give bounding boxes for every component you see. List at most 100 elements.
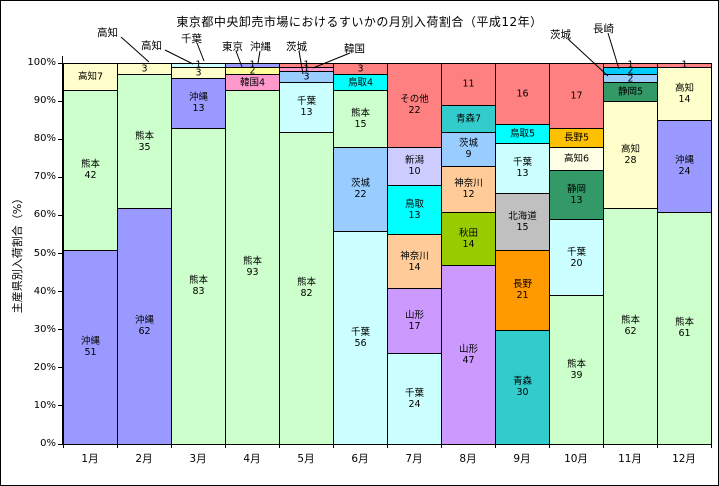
x-month-label: 4月 — [243, 453, 261, 465]
bar-segment-m12-3: 高知 14 — [657, 66, 712, 122]
bar-segment-m4-4: 1 — [225, 60, 280, 71]
y-tick-label: 40% — [33, 285, 56, 297]
bar-segment-m8-2: 秋田 14 — [441, 211, 496, 266]
bar-segment-m9-6: 16 — [495, 63, 550, 125]
y-tick-label: 70% — [33, 171, 56, 183]
bar-segment-label: 千葉 13 — [296, 96, 317, 119]
bar-segment-label: 16 — [516, 88, 529, 100]
bar-segment-m8-3: 神奈川 12 — [441, 165, 496, 213]
callout-label: 沖縄 — [250, 41, 271, 53]
x-tick-mark — [333, 444, 334, 448]
bar-segment-m12-1: 熊本 61 — [657, 211, 712, 445]
bar-segment-label: 鳥取 13 — [404, 199, 425, 222]
bar-segment-m1-1: 沖縄 51 — [63, 249, 118, 445]
bar-segment-m7-4: 鳥取 13 — [387, 184, 442, 236]
x-month-label: 3月 — [189, 453, 207, 465]
x-tick-mark — [171, 444, 172, 448]
bar-segment-label: 17 — [570, 90, 583, 102]
y-tick-mark — [58, 367, 63, 369]
x-month-label: 5月 — [297, 453, 315, 465]
bar-segment-m10-5: 長野5 — [549, 127, 604, 148]
y-tick-label: 100% — [27, 57, 56, 68]
y-tick-label: 30% — [33, 323, 56, 335]
bar-segment-label: 高知6 — [563, 153, 590, 165]
y-axis-line — [62, 56, 63, 445]
bar-segment-label: 青森7 — [455, 113, 482, 125]
bar-segment-m11-5: 2 — [603, 66, 658, 77]
bar-segment-m5-2: 千葉 13 — [279, 82, 334, 133]
bar-segment-m3-1: 熊本 83 — [171, 127, 226, 445]
bar-segment-m7-5: 新潟 10 — [387, 146, 442, 186]
y-tick-mark — [58, 62, 63, 64]
bar-segment-m10-1: 熊本 39 — [549, 295, 604, 445]
x-tick-mark — [657, 444, 658, 448]
y-tick-mark — [58, 100, 63, 102]
bar-segment-label: 韓国4 — [239, 77, 266, 89]
x-tick-mark — [387, 444, 388, 448]
x-month-label: 9月 — [513, 453, 531, 465]
bar-segment-m2-1: 沖縄 62 — [117, 207, 172, 445]
callout-label: 長崎 — [593, 23, 614, 35]
y-tick-mark — [58, 329, 63, 331]
bar-segment-label: 11 — [462, 78, 475, 90]
bar-segment-label: 神奈川 12 — [454, 178, 483, 201]
bar-segment-label: 鳥取4 — [347, 77, 374, 89]
callout-label: 茨城 — [286, 41, 307, 53]
bar-segment-m9-2: 長野 21 — [495, 249, 550, 331]
bar-segment-m12-2: 沖縄 24 — [657, 120, 712, 213]
bar-segment-label: 高知 28 — [620, 143, 641, 166]
x-month-label: 11月 — [618, 453, 642, 465]
bar-segment-label: 山形 17 — [404, 309, 425, 332]
bar-segment-label: 秋田 14 — [458, 227, 479, 250]
bar-segment-m3-4: 1 — [171, 60, 226, 71]
y-tick-label: 90% — [33, 95, 56, 107]
y-tick-label: 60% — [33, 209, 56, 221]
y-tick-label: 80% — [33, 133, 56, 145]
x-month-label: 10月 — [564, 453, 588, 465]
bar-segment-label: 鳥取5 — [509, 128, 536, 140]
bar-segment-m6-4: 鳥取4 — [333, 74, 388, 91]
bar-segment-label: 熊本 15 — [350, 107, 371, 130]
x-month-label: 12月 — [672, 453, 696, 465]
bar-segment-m6-2: 茨城 22 — [333, 146, 388, 232]
bar-segment-m11-3: 静岡5 — [603, 82, 658, 103]
y-tick-label: 10% — [33, 399, 56, 411]
bar-segment-label: 沖縄 24 — [674, 155, 695, 178]
bar-segment-m10-3: 静岡 13 — [549, 169, 604, 221]
bar-segment-m11-2: 高知 28 — [603, 101, 658, 209]
bar-segment-label: 沖縄 62 — [134, 315, 155, 338]
bar-segment-label: 沖縄 13 — [188, 92, 209, 115]
bar-segment-m12-4: 1 — [657, 60, 712, 71]
bar-segment-label: 熊本 35 — [134, 130, 155, 153]
bar-segment-m7-2: 山形 17 — [387, 287, 442, 354]
callout-label: 東京 — [222, 41, 243, 53]
bar-segment-m11-1: 熊本 62 — [603, 207, 658, 445]
bar-segment-m10-4: 高知6 — [549, 146, 604, 171]
plot-area: 沖縄 51 熊本 42 高知7 沖縄 62 熊本 35 3 熊本 83 沖縄 13 3 1 熊本 93 韓国4 2 1 熊… — [63, 60, 712, 445]
y-tick-label: 50% — [33, 247, 56, 259]
bar-segment-m10-6: 17 — [549, 63, 604, 129]
bar-segment-label: 熊本 82 — [296, 277, 317, 300]
callout-label: 高知 — [97, 27, 118, 39]
bar-segment-m8-5: 青森7 — [441, 104, 496, 133]
bar-segment-label: 千葉 20 — [566, 246, 587, 269]
bar-segment-m5-5: 1 — [279, 60, 334, 71]
bar-segment-label: 山形 47 — [458, 343, 479, 366]
bar-segment-label: 千葉 13 — [512, 157, 533, 180]
bar-segment-m11-4: 2 — [603, 73, 658, 84]
bar-segment-label: 熊本 39 — [566, 359, 587, 382]
callout-label: 韓国 — [344, 43, 365, 55]
x-tick-mark — [495, 444, 496, 448]
x-tick-mark — [603, 444, 604, 448]
bar-segment-label: 熊本 62 — [620, 315, 641, 338]
y-tick-mark — [58, 176, 63, 178]
bar-segment-label: 3 — [357, 63, 364, 75]
bar-segment-label: 長野5 — [563, 132, 590, 144]
bar-segment-label: 沖縄 51 — [80, 336, 101, 359]
bar-segment-label: 3 — [195, 67, 202, 79]
bar-segment-m9-4: 千葉 13 — [495, 143, 550, 194]
x-month-label: 7月 — [405, 453, 423, 465]
bar-segment-label: 北海道 15 — [508, 210, 537, 233]
bar-segment-m4-2: 韓国4 — [225, 74, 280, 91]
